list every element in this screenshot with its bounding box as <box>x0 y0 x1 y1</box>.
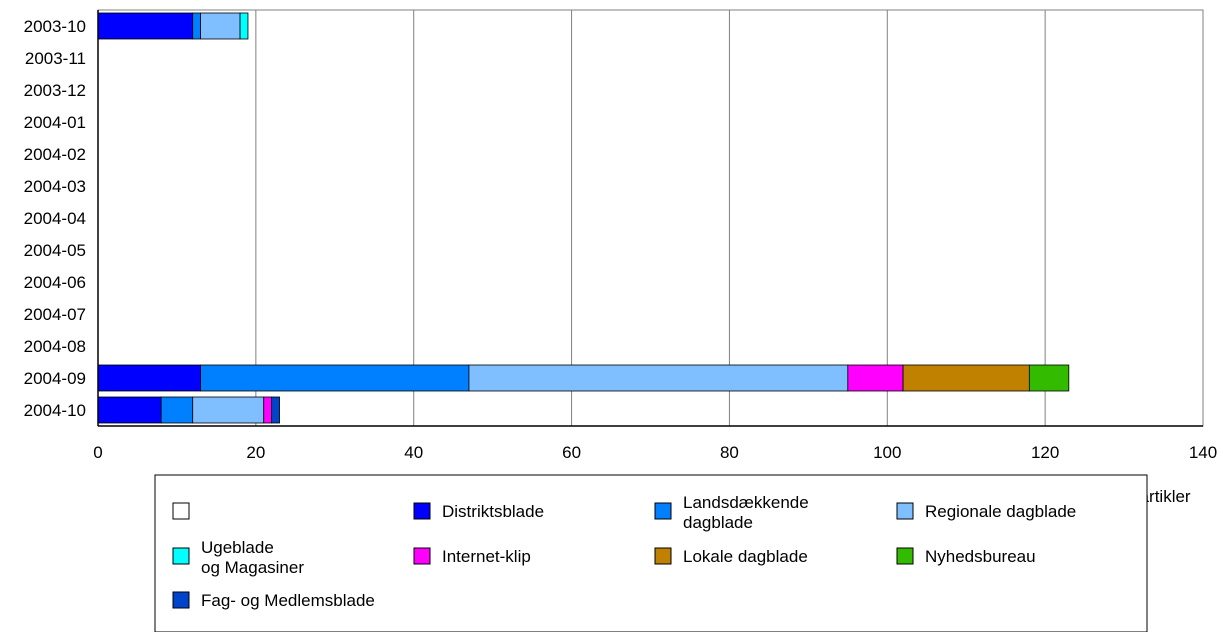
legend-swatch <box>172 502 190 520</box>
legend: Distriktsblade Landsdækkende dagblade Regio… <box>154 474 1148 632</box>
bar-segment <box>271 396 280 424</box>
x-tick-label: 0 <box>93 443 102 462</box>
legend-label: Lokale dagblade <box>683 547 808 566</box>
bar-segment <box>192 396 265 424</box>
legend-swatch <box>413 502 431 520</box>
legend-swatch <box>172 547 190 565</box>
axes: 0 20 40 60 80 100 120 140 2003-10 2003-11 2003-12 2… <box>24 10 1217 462</box>
bar-segment <box>200 12 241 40</box>
legend-label: Internet-klip <box>442 547 531 566</box>
bar-segment <box>1028 364 1070 392</box>
x-tick-label: 100 <box>873 443 901 462</box>
bar-segment <box>97 12 194 40</box>
y-tick-label: 2004-04 <box>24 209 86 228</box>
bar-segment <box>468 364 849 392</box>
y-tick-label: 2004-09 <box>24 369 86 388</box>
y-tick-label: 2004-06 <box>24 273 86 292</box>
bars <box>97 12 1070 424</box>
legend-swatch <box>172 591 190 609</box>
bar-segment <box>97 364 202 392</box>
y-tick-label: 2003-12 <box>24 81 86 100</box>
y-tick-label: 2004-03 <box>24 177 86 196</box>
bar-segment <box>847 364 904 392</box>
x-tick-label: 60 <box>562 443 581 462</box>
legend-swatch <box>654 547 672 565</box>
legend-box <box>154 474 1148 632</box>
x-tick-label: 140 <box>1189 443 1217 462</box>
x-tick-label: 80 <box>720 443 739 462</box>
x-tick-label: 40 <box>404 443 423 462</box>
legend-label: Landsdækkende dagblade <box>683 493 809 532</box>
legend-label: Ugeblade og Magasiner <box>201 538 304 577</box>
bar-segment <box>160 396 194 424</box>
y-tick-label: 2003-10 <box>24 17 86 36</box>
legend-label: Fag- og Medlemsblade <box>201 591 375 610</box>
plot-frame <box>97 9 1204 427</box>
legend-swatch <box>413 547 431 565</box>
y-tick-label: 2004-01 <box>24 113 86 132</box>
y-tick-label: 2003-11 <box>25 49 86 68</box>
y-tick-label: 2004-10 <box>24 401 86 420</box>
legend-label: Nyhedsbureau <box>925 547 1036 566</box>
bar-segment <box>239 12 249 40</box>
bar-segment <box>263 396 273 424</box>
y-tick-label: 2004-02 <box>24 145 86 164</box>
bar-segment <box>902 364 1030 392</box>
legend-label: Distriktsblade <box>442 502 544 521</box>
x-tick-label: 120 <box>1031 443 1059 462</box>
legend-swatch <box>896 547 914 565</box>
legend-swatch <box>896 502 914 520</box>
legend-label: Regionale dagblade <box>925 502 1076 521</box>
bar-segment <box>192 12 202 40</box>
y-tick-label: 2004-07 <box>24 305 86 324</box>
bar-segment <box>97 396 162 424</box>
x-tick-label: 20 <box>246 443 265 462</box>
y-tick-label: 2004-08 <box>24 337 86 356</box>
legend-swatch <box>654 502 672 520</box>
grid-lines <box>97 9 1204 427</box>
bar-segment <box>200 364 470 392</box>
y-tick-label: 2004-05 <box>24 241 86 260</box>
